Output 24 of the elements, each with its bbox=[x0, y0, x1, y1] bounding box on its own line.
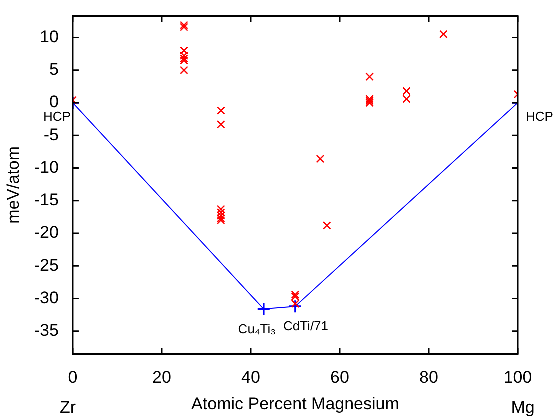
x-tick-label: 20 bbox=[152, 368, 172, 388]
y-tick-label: -10 bbox=[34, 158, 59, 177]
x-tick-label: 100 bbox=[504, 368, 532, 388]
annotation: CdTi/71 bbox=[283, 318, 329, 334]
y-tick-label: 5 bbox=[50, 60, 59, 80]
annotation: HCP bbox=[526, 109, 554, 124]
text: Mg bbox=[511, 398, 535, 418]
y-tick-label: -15 bbox=[34, 190, 59, 210]
x-tick-label: 40 bbox=[242, 368, 260, 388]
y-axis-title: meV/atom bbox=[4, 146, 23, 224]
y-tick-label: -5 bbox=[44, 125, 59, 144]
y-tick-label: -30 bbox=[34, 288, 59, 308]
y-tick-label: -25 bbox=[34, 256, 59, 275]
x-tick-label: 0 bbox=[68, 368, 78, 388]
x-axis-title: Atomic Percent Magnesium bbox=[192, 394, 400, 414]
text: Zr bbox=[60, 398, 76, 418]
y-tick-label: 10 bbox=[40, 27, 59, 46]
x-tick-label: 60 bbox=[330, 368, 350, 388]
y-tick-label: -35 bbox=[34, 321, 59, 340]
y-tick-label: 0 bbox=[50, 92, 59, 112]
y-tick-label: -20 bbox=[34, 223, 59, 242]
x-tick-label: 80 bbox=[420, 368, 438, 388]
annotation: Cu₄Ti₃ bbox=[238, 321, 276, 336]
annotation: HCP bbox=[44, 109, 71, 124]
